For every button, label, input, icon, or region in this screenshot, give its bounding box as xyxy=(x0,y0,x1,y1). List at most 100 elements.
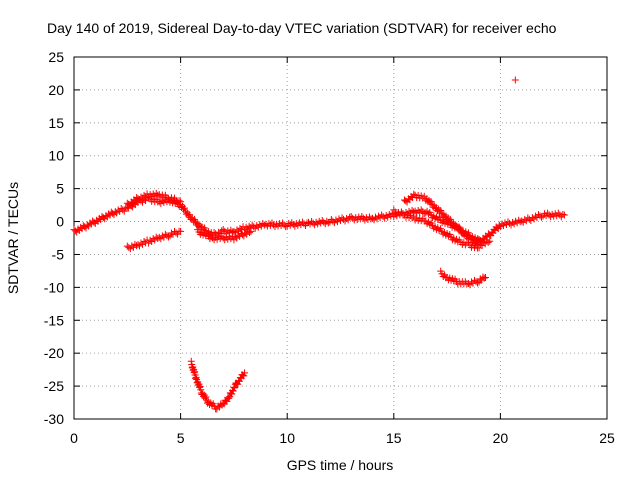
data-point xyxy=(223,397,231,405)
y-tick-label: -5 xyxy=(52,246,65,262)
data-points xyxy=(70,76,568,413)
x-tick-label: 5 xyxy=(177,430,185,446)
data-point xyxy=(139,194,147,202)
y-tick-label: 25 xyxy=(48,49,64,65)
data-point xyxy=(235,377,243,385)
data-point xyxy=(262,220,270,228)
data-point xyxy=(175,197,183,205)
y-tick-label: 5 xyxy=(56,181,64,197)
y-tick-label: -30 xyxy=(44,411,64,427)
data-point xyxy=(481,273,489,281)
data-point xyxy=(545,211,553,219)
data-point xyxy=(158,197,166,205)
data-point xyxy=(279,219,287,227)
data-point xyxy=(236,224,244,232)
data-point xyxy=(219,234,227,242)
data-point xyxy=(196,382,204,390)
series-mid-arc xyxy=(400,190,494,249)
data-point xyxy=(289,220,297,228)
data-point xyxy=(359,214,367,222)
x-tick-label: 25 xyxy=(599,430,615,446)
data-point xyxy=(246,229,254,237)
x-tick-label: 20 xyxy=(493,430,509,446)
data-point xyxy=(185,211,193,219)
data-point xyxy=(295,219,303,227)
data-point xyxy=(228,232,236,240)
x-tick-label: 10 xyxy=(279,430,295,446)
data-point xyxy=(247,227,255,235)
data-point xyxy=(229,387,237,395)
data-point xyxy=(241,369,249,377)
data-point xyxy=(265,220,273,228)
y-tick-label: 10 xyxy=(48,148,64,164)
data-point xyxy=(140,191,148,199)
data-point xyxy=(225,394,233,402)
data-point xyxy=(285,220,293,228)
series-outlier xyxy=(511,76,519,84)
data-point xyxy=(298,218,306,226)
data-point xyxy=(385,210,393,218)
series-left-arc xyxy=(390,206,483,252)
data-point xyxy=(273,220,281,228)
data-point xyxy=(151,236,159,244)
data-point xyxy=(300,220,308,228)
series-lower-track xyxy=(194,226,255,244)
data-point xyxy=(527,217,535,225)
data-point xyxy=(347,212,355,220)
data-point xyxy=(222,233,230,241)
data-point xyxy=(120,207,128,215)
data-point xyxy=(280,221,288,229)
data-point xyxy=(475,244,483,252)
data-point xyxy=(434,216,442,224)
y-tick-label: -25 xyxy=(44,378,64,394)
data-point xyxy=(129,243,137,251)
data-point xyxy=(233,234,241,242)
data-point xyxy=(135,242,143,250)
data-point xyxy=(410,190,418,198)
data-point xyxy=(135,196,143,204)
x-tick-label: 15 xyxy=(386,430,402,446)
y-tick-label: -20 xyxy=(44,345,64,361)
data-point xyxy=(324,219,332,227)
series-main-band xyxy=(70,193,568,245)
data-point xyxy=(227,226,235,234)
series-deep-dip xyxy=(187,357,249,413)
data-point xyxy=(119,206,127,214)
data-point xyxy=(282,223,290,231)
data-point xyxy=(177,198,185,206)
data-point xyxy=(126,245,134,253)
data-point xyxy=(551,210,559,218)
data-point xyxy=(343,214,351,222)
data-point xyxy=(358,212,366,220)
data-point xyxy=(530,215,538,223)
data-point xyxy=(113,209,121,217)
data-point xyxy=(511,76,519,84)
data-point xyxy=(140,238,148,246)
data-point xyxy=(240,232,248,240)
data-point xyxy=(444,220,452,228)
data-point xyxy=(207,233,215,241)
data-point xyxy=(139,240,147,248)
data-point xyxy=(544,209,552,217)
series-bowl xyxy=(437,267,489,289)
data-point xyxy=(318,216,326,224)
data-point xyxy=(155,198,163,206)
data-point xyxy=(212,233,220,241)
data-point xyxy=(221,227,229,235)
y-tick-label: 0 xyxy=(56,214,64,230)
data-point xyxy=(560,211,568,219)
series-low-segment xyxy=(123,227,185,253)
data-point xyxy=(218,232,226,240)
data-point xyxy=(486,237,494,245)
data-point xyxy=(164,233,172,241)
data-point xyxy=(152,189,160,197)
data-point xyxy=(554,209,562,217)
data-point xyxy=(224,227,232,235)
y-tick-label: -15 xyxy=(44,312,64,328)
data-point xyxy=(292,220,300,228)
data-point xyxy=(172,229,180,237)
data-point xyxy=(276,220,284,228)
data-point xyxy=(215,233,223,241)
grid xyxy=(74,57,607,419)
